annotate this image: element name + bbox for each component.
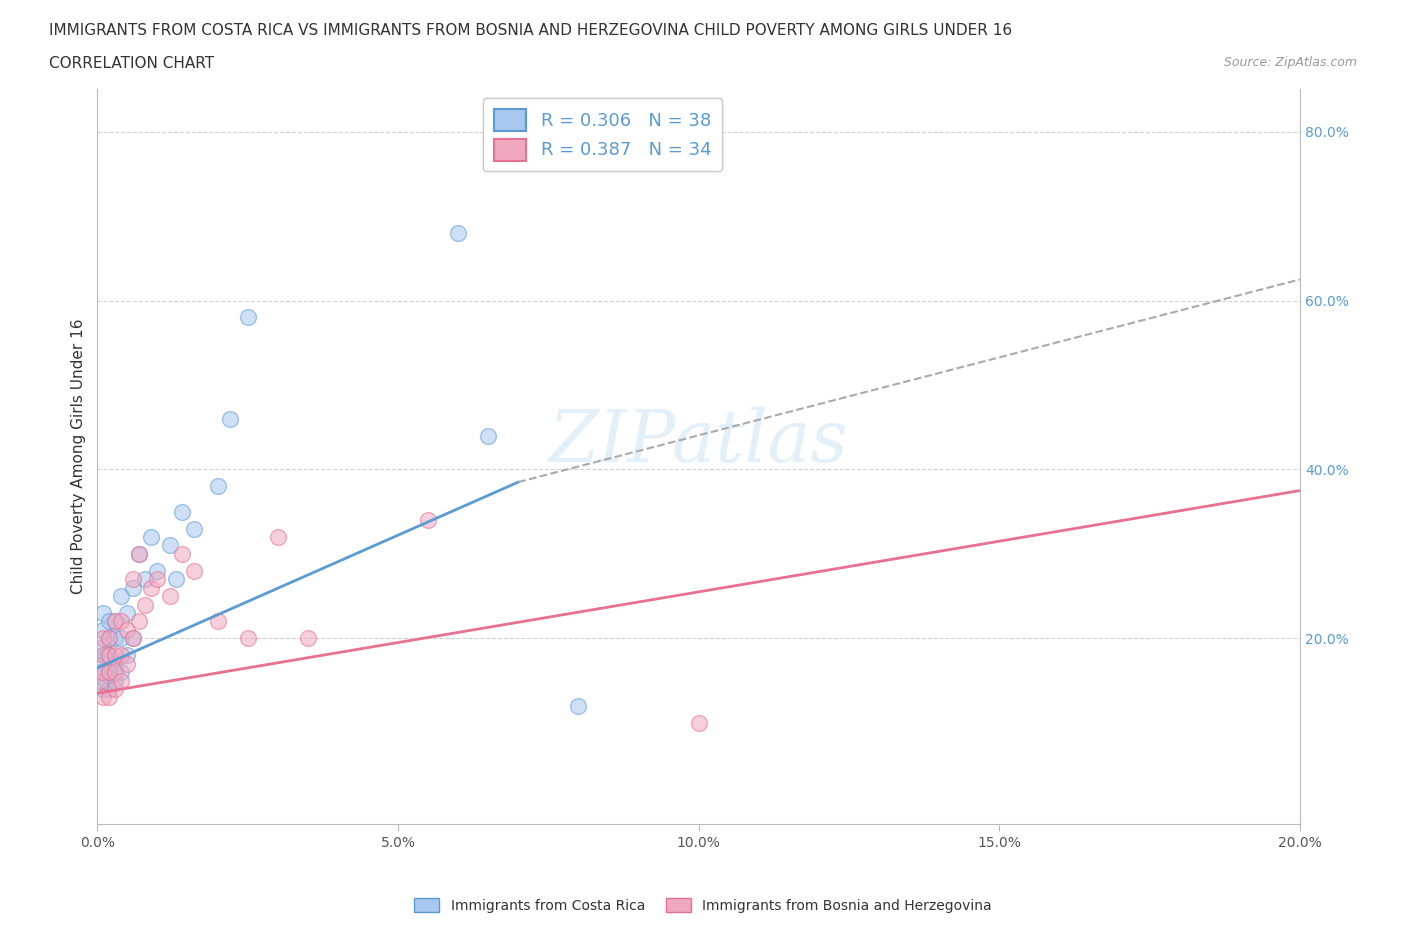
Point <box>98 665 121 680</box>
Text: Source: ZipAtlas.com: Source: ZipAtlas.com <box>1223 56 1357 69</box>
Point <box>96 648 118 663</box>
Point <box>117 622 139 637</box>
Point <box>567 698 589 713</box>
Point <box>236 310 259 325</box>
Legend: R = 0.306   N = 38, R = 0.387   N = 34: R = 0.306 N = 38, R = 0.387 N = 34 <box>482 99 723 171</box>
Point <box>93 631 115 645</box>
Point <box>110 614 132 629</box>
Point <box>267 529 290 544</box>
Point <box>104 614 127 629</box>
Point <box>104 614 127 629</box>
Point <box>170 504 193 519</box>
Point <box>104 665 127 680</box>
Point <box>110 665 132 680</box>
Point <box>141 580 163 595</box>
Point <box>98 682 121 697</box>
Point <box>218 411 240 426</box>
Point <box>110 589 132 604</box>
Point <box>93 622 115 637</box>
Point <box>447 225 470 240</box>
Point <box>110 648 132 663</box>
Point <box>93 639 115 654</box>
Point <box>236 631 259 645</box>
Point <box>104 673 127 688</box>
Point <box>96 673 118 688</box>
Point <box>93 690 115 705</box>
Point <box>416 512 439 527</box>
Point <box>297 631 319 645</box>
Point <box>89 673 111 688</box>
Point <box>128 547 150 562</box>
Y-axis label: Child Poverty Among Girls Under 16: Child Poverty Among Girls Under 16 <box>72 319 86 594</box>
Text: ZIPatlas: ZIPatlas <box>548 406 849 477</box>
Point <box>122 580 145 595</box>
Point <box>170 547 193 562</box>
Point <box>98 665 121 680</box>
Point <box>134 572 156 587</box>
Legend: Immigrants from Costa Rica, Immigrants from Bosnia and Herzegovina: Immigrants from Costa Rica, Immigrants f… <box>409 893 997 919</box>
Point <box>98 631 121 645</box>
Point <box>98 648 121 663</box>
Text: IMMIGRANTS FROM COSTA RICA VS IMMIGRANTS FROM BOSNIA AND HERZEGOVINA CHILD POVER: IMMIGRANTS FROM COSTA RICA VS IMMIGRANTS… <box>49 23 1012 38</box>
Point <box>128 614 150 629</box>
Point <box>89 665 111 680</box>
Point <box>477 428 499 443</box>
Point <box>159 538 181 552</box>
Point <box>183 564 205 578</box>
Point <box>104 657 127 671</box>
Point <box>104 682 127 697</box>
Point <box>110 673 132 688</box>
Text: CORRELATION CHART: CORRELATION CHART <box>49 56 214 71</box>
Point <box>688 715 710 730</box>
Point <box>98 631 121 645</box>
Point <box>104 631 127 645</box>
Point <box>146 564 169 578</box>
Point <box>207 479 229 494</box>
Point <box>117 657 139 671</box>
Point <box>159 589 181 604</box>
Point <box>134 597 156 612</box>
Point <box>128 547 150 562</box>
Point <box>98 614 121 629</box>
Point <box>122 631 145 645</box>
Point <box>117 648 139 663</box>
Point <box>122 572 145 587</box>
Point <box>98 690 121 705</box>
Point <box>93 665 115 680</box>
Point <box>165 572 187 587</box>
Point <box>146 572 169 587</box>
Point <box>93 605 115 620</box>
Point <box>104 648 127 663</box>
Point <box>122 631 145 645</box>
Point <box>207 614 229 629</box>
Point <box>93 648 115 663</box>
Point <box>117 605 139 620</box>
Point <box>110 631 132 645</box>
Point <box>141 529 163 544</box>
Point <box>93 682 115 697</box>
Point <box>93 657 115 671</box>
Point <box>98 648 121 663</box>
Point <box>183 521 205 536</box>
